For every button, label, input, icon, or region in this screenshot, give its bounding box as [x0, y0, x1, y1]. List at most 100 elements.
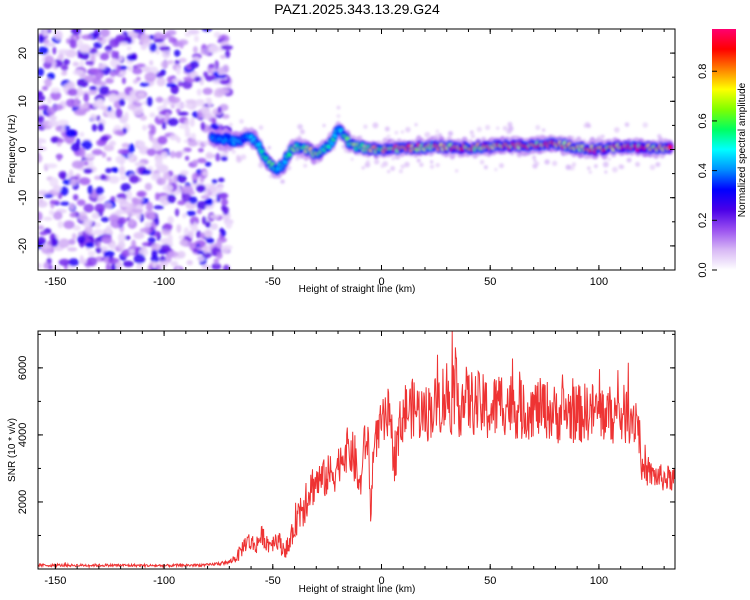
noise-blob [136, 63, 146, 68]
snr-x-label: Height of straight line (km) [299, 584, 416, 595]
x-tick-label: 50 [484, 575, 496, 587]
faint-dot [429, 164, 435, 169]
noise-blob [192, 46, 198, 54]
noise-blob [205, 75, 215, 82]
faint-dot [571, 162, 577, 167]
noise-blob [67, 88, 79, 96]
noise-blob [101, 234, 112, 244]
noise-blob [217, 185, 223, 194]
noise-blob [196, 88, 202, 96]
noise-blob [38, 146, 47, 151]
noise-blob [139, 82, 150, 87]
noise-blob [203, 245, 208, 254]
noise-blob [98, 63, 107, 70]
spectrogram-y-label: Frequency (Hz) [7, 115, 18, 184]
noise-blob [176, 224, 182, 233]
noise-blob [91, 212, 100, 220]
noise-blob [200, 48, 210, 56]
noise-blob [175, 266, 181, 270]
faint-dot [231, 149, 236, 154]
faint-dot [434, 133, 439, 138]
noise-blob [90, 113, 97, 122]
noise-blob [110, 263, 117, 270]
faint-dot [303, 163, 308, 168]
faint-dot [657, 134, 662, 139]
noise-blob [191, 172, 199, 182]
faint-dot [297, 135, 302, 139]
noise-blob [155, 96, 164, 103]
faint-dot [405, 126, 411, 133]
faint-dot [498, 163, 504, 169]
faint-dot [341, 144, 347, 149]
noise-blob [211, 262, 222, 270]
x-tick-label: -150 [44, 276, 66, 288]
faint-dot [551, 160, 558, 167]
noise-blob [129, 175, 140, 184]
noise-blob [79, 177, 91, 186]
faint-dot [398, 169, 403, 174]
noise-blob [59, 186, 69, 196]
faint-dot [239, 119, 244, 124]
faint-dot [394, 130, 399, 135]
faint-dot [470, 134, 476, 139]
noise-blob [66, 38, 71, 44]
noise-blob [187, 140, 198, 147]
faint-dot [384, 126, 390, 132]
noise-blob [38, 152, 42, 163]
noise-blob [78, 211, 88, 221]
noise-blob [95, 256, 105, 262]
noise-blob [186, 210, 196, 217]
faint-dot [535, 125, 541, 131]
noise-blob [38, 67, 45, 77]
noise-blob [184, 31, 192, 38]
y-tick-label: 4000 [17, 423, 29, 447]
noise-blob [215, 153, 221, 162]
noise-blob [200, 105, 208, 115]
noise-blob [185, 99, 197, 104]
noise-blob [188, 230, 195, 239]
noise-blob [72, 69, 85, 76]
noise-blob [205, 204, 214, 210]
noise-blob [221, 114, 230, 119]
noise-blob [79, 131, 85, 137]
noise-blob [133, 253, 146, 264]
colorbar: 0.0 0.2 0.4 0.6 0.8 Normalized spectral ampl… [697, 29, 748, 278]
noise-blob [144, 221, 152, 229]
faint-dot [240, 154, 247, 160]
noise-blob [63, 58, 70, 66]
faint-dot [570, 135, 575, 141]
noise-blob [174, 60, 181, 65]
noise-blob [144, 182, 153, 191]
noise-blob [39, 231, 48, 236]
faint-dot [315, 159, 320, 164]
faint-dot [626, 157, 632, 163]
noise-blob [112, 167, 119, 173]
noise-blob [96, 36, 103, 41]
noise-blob [120, 202, 129, 208]
faint-dot [373, 159, 380, 165]
noise-blob [96, 241, 101, 248]
noise-blob [213, 258, 220, 265]
noise-blob [205, 97, 212, 103]
noise-blob [184, 131, 192, 138]
noise-blob [54, 30, 63, 41]
noise-blob [174, 208, 180, 217]
noise-blob [179, 239, 189, 247]
noise-blob [38, 236, 46, 246]
noise-blob [216, 239, 222, 249]
noise-blob [38, 142, 43, 147]
noise-blob [139, 114, 147, 121]
noise-blob [211, 117, 217, 126]
noise-blob [105, 225, 112, 236]
noise-blob [47, 96, 52, 105]
y-tick-label: 6000 [17, 356, 29, 380]
noise-blob [94, 203, 106, 214]
noise-blob [163, 222, 173, 230]
noise-blob [77, 39, 84, 50]
faint-dot [268, 174, 274, 179]
x-tick-label: -150 [44, 575, 66, 587]
faint-dot [438, 133, 443, 138]
noise-blob [49, 177, 59, 187]
faint-dot [614, 127, 620, 133]
noise-blob [208, 185, 217, 193]
